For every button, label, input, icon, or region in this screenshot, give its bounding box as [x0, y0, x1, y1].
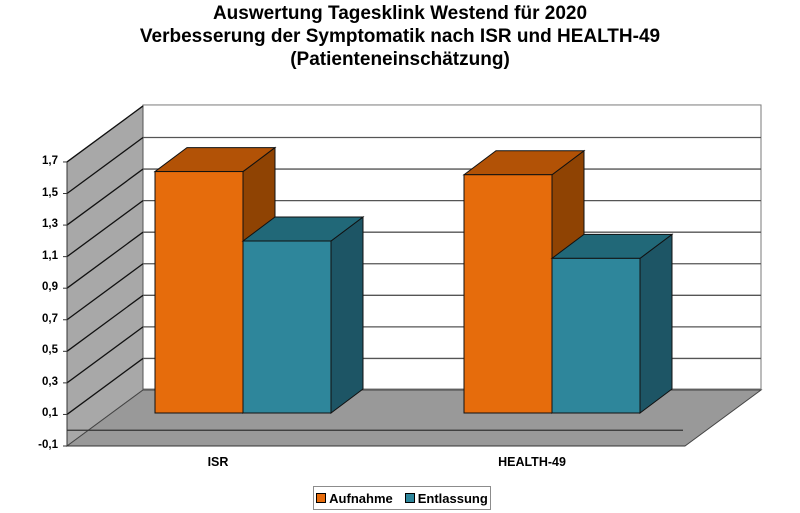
gridline-side	[66, 105, 144, 163]
category-label-isr: ISR	[207, 455, 229, 469]
gridline-side	[66, 294, 144, 352]
legend-item-aufnahme: Aufnahme	[316, 491, 393, 506]
y-tick-label: -0,1	[38, 439, 58, 451]
gridline-side	[66, 326, 144, 384]
bar-health-49-entlassung-side	[639, 233, 673, 414]
y-tick-label: 1,1	[42, 250, 58, 262]
chart-title: Auswertung Tagesklink Westend für 2020 V…	[0, 2, 800, 71]
y-tick-label: 0,3	[42, 376, 58, 388]
gridline-side	[66, 136, 144, 195]
side-wall	[66, 104, 144, 447]
legend-swatch-aufnahme	[316, 493, 327, 503]
y-tick-label: 0,1	[42, 407, 58, 419]
bar-isr-entlassung	[242, 240, 332, 414]
legend-swatch-entlassung	[404, 493, 415, 503]
bar-health-49-entlassung	[551, 257, 641, 414]
category-label-health-49: HEALTH-49	[498, 455, 566, 469]
bar-isr-aufnahme	[154, 171, 244, 414]
legend-label-entlassung: Entlassung	[417, 490, 488, 506]
y-tick-label: 0,9	[42, 281, 58, 293]
y-tick-label: 1,3	[42, 218, 58, 230]
bar-health-49-aufnahme	[463, 174, 553, 414]
title-line-1: Auswertung Tagesklink Westend für 2020	[212, 3, 588, 24]
y-tick-label: 1,5	[42, 187, 58, 199]
title-line-3: (Patienteneinschätzung)	[290, 49, 510, 70]
gridline-side	[66, 263, 144, 321]
y-tick-label: 0,7	[42, 313, 58, 325]
gridline-side	[66, 200, 144, 258]
title-line-2: Verbesserung der Symptomatik nach ISR un…	[139, 26, 661, 47]
legend-label-aufnahme: Aufnahme	[329, 490, 393, 506]
bar-isr-entlassung-side	[330, 215, 364, 414]
gridline-side	[66, 357, 144, 415]
legend: Aufnahme Entlassung	[313, 486, 491, 510]
y-tick-label: 1,7	[42, 155, 58, 167]
legend-item-entlassung: Entlassung	[404, 490, 488, 506]
gridline-side	[66, 168, 144, 226]
gridline-side	[66, 231, 144, 289]
y-tick-label: 0,5	[42, 344, 58, 356]
